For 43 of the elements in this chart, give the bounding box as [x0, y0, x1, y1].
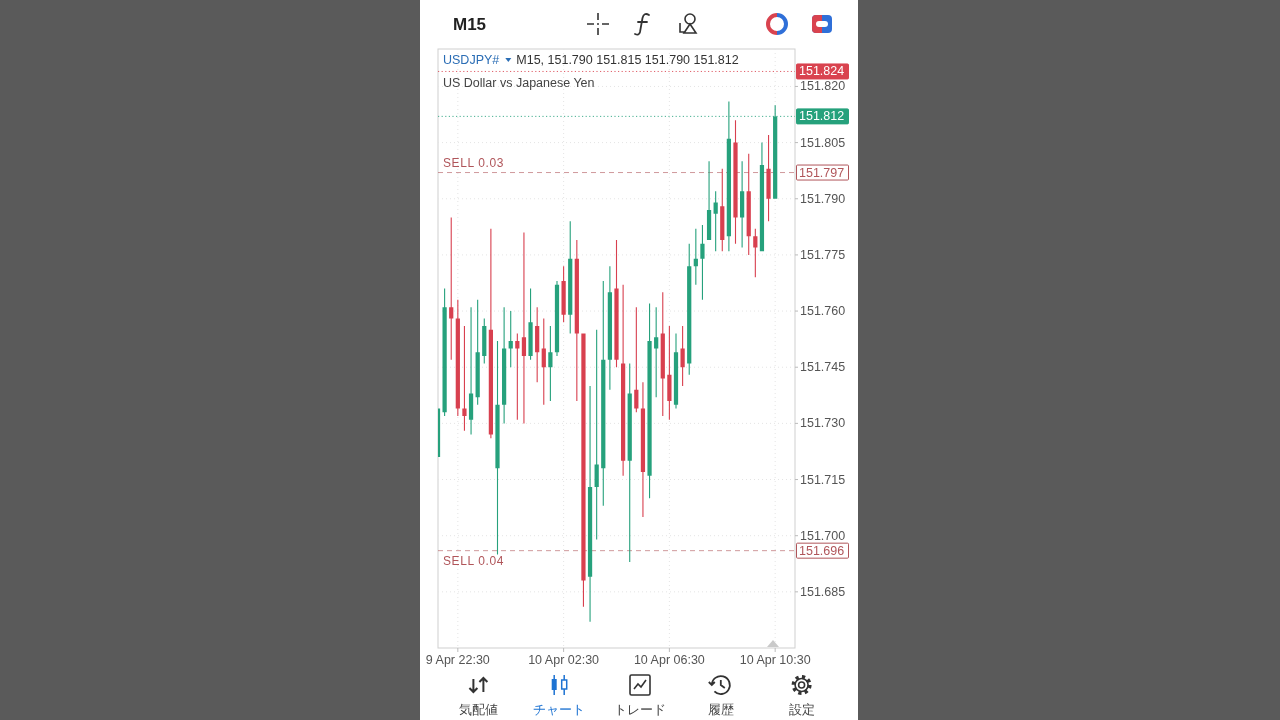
- y-tick-label: 151.790: [800, 191, 846, 206]
- candlestick: [766, 135, 771, 222]
- candlestick: [733, 120, 738, 244]
- ref-line-label: 151.824: [799, 64, 845, 79]
- y-tick-label: 151.820: [800, 79, 846, 94]
- candlestick: [614, 239, 619, 368]
- candlestick: [667, 326, 672, 420]
- candlestick: [442, 288, 447, 416]
- x-tick-label: 9 Apr 22:30: [425, 653, 490, 667]
- y-tick-label: 151.685: [800, 584, 846, 599]
- candlestick: [548, 326, 553, 401]
- ref-line-label: 151.812: [799, 109, 845, 124]
- y-tick-label: 151.730: [800, 416, 846, 431]
- x-tick-label: 10 Apr 06:30: [633, 653, 705, 667]
- candlestick: [495, 341, 500, 555]
- text: 設定: [788, 701, 815, 717]
- candlestick: [528, 288, 533, 360]
- y-tick-label: 151.760: [800, 304, 846, 319]
- candlestick: [581, 333, 586, 607]
- ref-line-label: SELL 0.04: [443, 553, 504, 568]
- text: 履歴: [707, 701, 734, 717]
- candlestick: [647, 303, 652, 499]
- annotation: 151.696: [799, 543, 845, 558]
- y-tick-label: 151.775: [800, 247, 846, 262]
- x-tick-label: 10 Apr 10:30: [739, 653, 811, 667]
- candlestick: [700, 224, 705, 300]
- text: チャート: [533, 701, 586, 717]
- y-tick-label: 151.715: [800, 472, 846, 487]
- candlestick: [462, 326, 467, 431]
- annotation: USDJPY#: [443, 53, 500, 67]
- candlestick: [680, 326, 685, 386]
- candlestick: [561, 266, 566, 323]
- annotation: 151.797: [799, 165, 845, 180]
- y-tick-label: 151.700: [800, 528, 846, 543]
- chart-title: M15: [453, 14, 487, 34]
- annotation: M15, 151.790 151.815 151.790 151.812: [516, 53, 739, 67]
- text: 気配値: [458, 701, 498, 717]
- text: トレード: [614, 701, 666, 717]
- x-tick-label: 10 Apr 02:30: [528, 653, 600, 667]
- ref-line-label: SELL 0.03: [443, 155, 504, 170]
- y-tick-label: 151.805: [800, 135, 846, 150]
- y-tick-label: 151.745: [800, 360, 846, 375]
- text: US Dollar vs Japanese Yen: [443, 76, 595, 90]
